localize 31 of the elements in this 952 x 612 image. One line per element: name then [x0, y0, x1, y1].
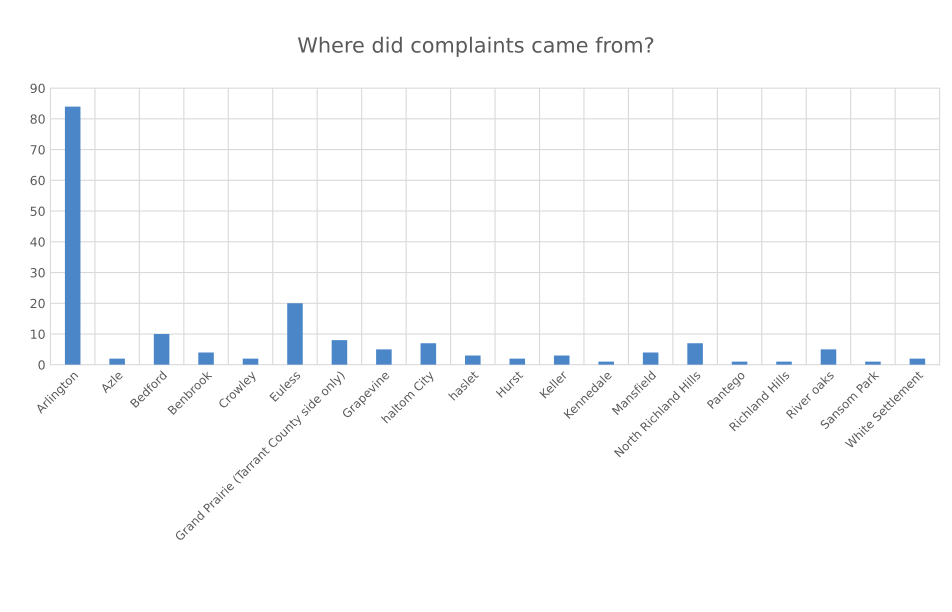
- y-tick-label: 50: [30, 206, 45, 216]
- bar: [198, 352, 214, 365]
- bar: [776, 362, 792, 365]
- bar: [509, 358, 526, 365]
- bar: [732, 362, 748, 365]
- bar: [109, 358, 125, 365]
- bar: [465, 356, 481, 365]
- chart-title: Where did complaints came from?: [298, 36, 654, 57]
- bar: [865, 362, 881, 365]
- bar: [642, 352, 658, 365]
- y-tick-label: 60: [30, 176, 45, 186]
- bar: [820, 349, 836, 365]
- y-tick-label: 90: [30, 84, 45, 94]
- bar: [554, 356, 570, 365]
- bar: [64, 106, 80, 365]
- bar: [376, 349, 392, 365]
- y-tick-label: 30: [30, 268, 45, 278]
- bar: [332, 340, 348, 365]
- bar: [242, 358, 258, 365]
- y-tick-label: 0: [38, 360, 45, 370]
- bar: [420, 343, 436, 365]
- bar: [154, 334, 170, 365]
- bar: [287, 303, 303, 365]
- bar: [910, 358, 926, 365]
- bar: [598, 362, 614, 365]
- y-tick-label: 70: [30, 145, 45, 155]
- bar: [687, 343, 703, 365]
- y-tick-label: 20: [30, 298, 45, 308]
- y-tick-label: 10: [31, 329, 45, 339]
- y-tick-label: 40: [30, 237, 45, 247]
- y-tick-label: 80: [30, 114, 45, 124]
